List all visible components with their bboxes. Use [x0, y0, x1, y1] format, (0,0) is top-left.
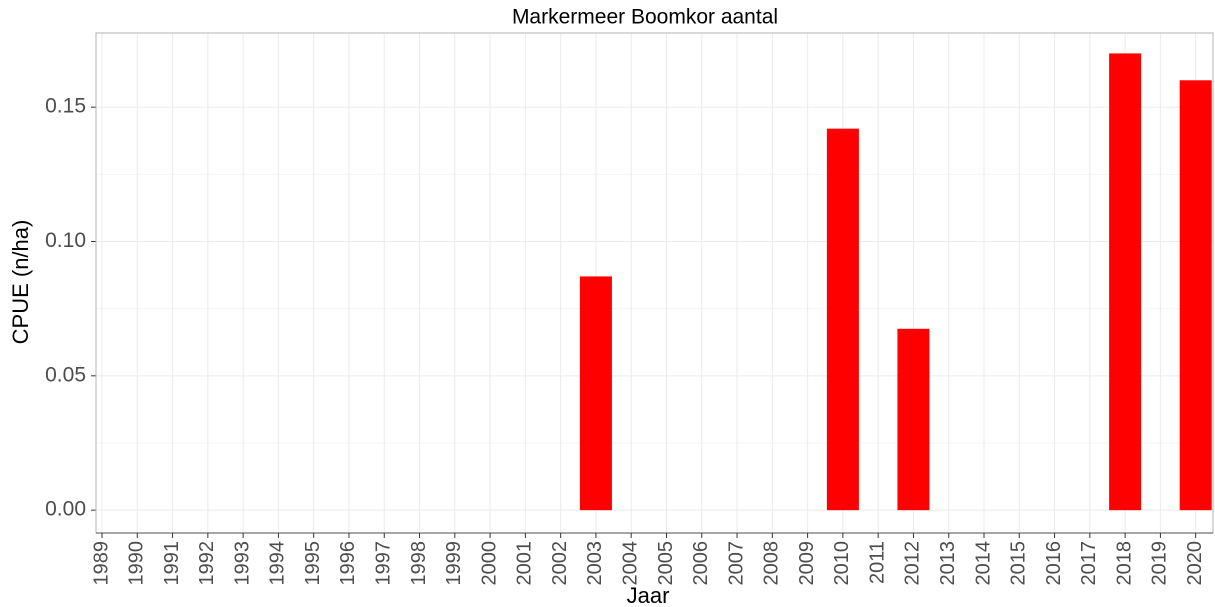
- chart-title: Markermeer Boomkor aantal: [512, 6, 778, 29]
- y-tick-label: 0.10: [45, 229, 86, 252]
- x-tick-label: 2019: [1149, 541, 1171, 586]
- x-tick-label: 1993: [231, 541, 253, 586]
- x-tick-label: 2003: [584, 541, 606, 586]
- x-tick-label: 2011: [866, 541, 888, 584]
- x-tick-label: 1989: [90, 541, 112, 586]
- x-tick-label: 1992: [196, 541, 218, 586]
- x-tick-label: 1996: [337, 541, 359, 586]
- x-tick-label: 2013: [937, 541, 959, 586]
- x-tick-label: 2006: [690, 541, 712, 586]
- x-tick-label: 1995: [302, 541, 324, 586]
- x-tick-label: 1999: [443, 541, 465, 586]
- x-tick-label: 2008: [761, 541, 783, 586]
- bar: [897, 328, 930, 511]
- x-tick-label: 2010: [831, 541, 853, 586]
- x-tick-label: 2005: [655, 541, 677, 586]
- x-tick-label: 2009: [796, 541, 818, 586]
- x-axis-label: Jaar: [627, 583, 670, 607]
- y-tick-label: 0.15: [45, 95, 86, 118]
- x-tick-label: 2007: [725, 541, 747, 586]
- x-tick-label: 1990: [126, 541, 148, 586]
- x-tick-label: 2002: [549, 541, 571, 586]
- x-tick-label: 2001: [514, 541, 536, 586]
- plot-border: [95, 32, 1214, 534]
- x-tick-label: 2020: [1184, 541, 1206, 586]
- y-axis-label: CPUE (n/ha): [8, 220, 33, 345]
- x-tick-label: 2017: [1078, 541, 1100, 586]
- x-tick-label: 1994: [267, 541, 289, 586]
- x-tick-label: 2015: [1008, 541, 1030, 586]
- y-tick-label: 0.00: [45, 498, 86, 521]
- bar: [1109, 53, 1142, 511]
- x-tick-label: 2004: [619, 541, 641, 586]
- x-tick-label: 2016: [1043, 541, 1065, 586]
- bar: [1179, 80, 1212, 511]
- x-tick-label: 2018: [1113, 541, 1135, 586]
- y-tick-label: 0.05: [45, 363, 86, 386]
- x-tick-label: 2014: [972, 541, 994, 586]
- x-tick-label: 1991: [161, 541, 183, 586]
- bar: [579, 276, 612, 511]
- x-tick-label: 1998: [408, 541, 430, 586]
- x-tick-label: 2012: [902, 541, 924, 586]
- bar: [826, 128, 859, 511]
- x-tick-label: 1997: [373, 541, 395, 586]
- x-tick-label: 2000: [478, 541, 500, 586]
